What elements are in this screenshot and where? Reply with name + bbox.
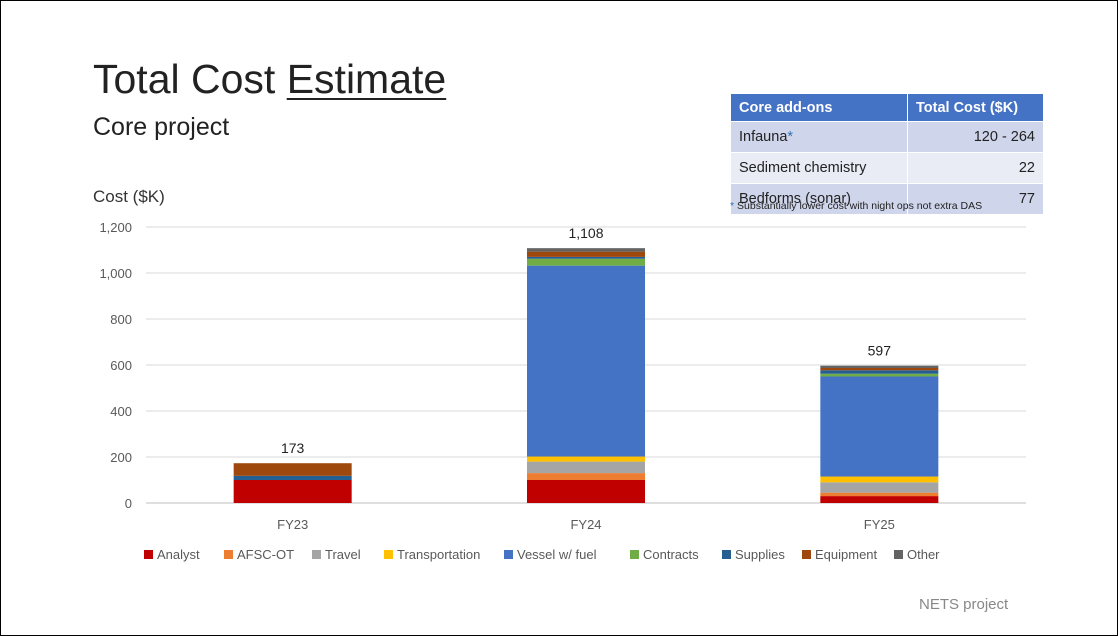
y-tick-label: 800 xyxy=(110,312,132,327)
table-row: Infauna* 120 - 264 xyxy=(730,121,1044,153)
addon-cost: 77 xyxy=(907,183,1044,215)
legend-entry: Supplies xyxy=(735,547,785,562)
y-tick-label: 1,200 xyxy=(99,220,132,235)
bar-segment-equipment xyxy=(820,367,939,371)
legend-swatch xyxy=(894,550,903,559)
bar-segment-analyst xyxy=(820,496,939,503)
legend-entry: AFSC-OT xyxy=(237,547,294,562)
bar-total-label: 173 xyxy=(281,440,305,456)
bar-segment-equipment xyxy=(233,463,352,476)
y-tick-label: 400 xyxy=(110,404,132,419)
bar-segment-other xyxy=(820,365,939,368)
addon-cost: 120 - 264 xyxy=(907,121,1044,153)
addon-name: Sediment chemistry xyxy=(730,152,908,184)
table-row: Bedforms (sonar) 77 xyxy=(730,183,1044,215)
bar-segment-vessel-w-fuel xyxy=(820,376,939,477)
legend-swatch xyxy=(722,550,731,559)
legend-swatch xyxy=(312,550,321,559)
table-footnote: * Substantially lower cost with night op… xyxy=(730,200,982,212)
title-underlined-word: Estimate xyxy=(286,56,447,102)
bar-segment-supplies xyxy=(527,256,645,259)
legend-swatch xyxy=(504,550,513,559)
legend-entry: Travel xyxy=(325,547,361,562)
addon-star: * xyxy=(787,129,794,145)
bar-segment-afsc-ot xyxy=(820,492,939,497)
legend-swatch xyxy=(630,550,639,559)
bar-segment-other xyxy=(527,248,645,252)
x-tick-label: FY25 xyxy=(864,517,895,532)
footnote-text: Substantially lower cost with night ops … xyxy=(737,200,983,212)
y-tick-label: 0 xyxy=(125,496,132,511)
legend-entry: Equipment xyxy=(815,547,878,562)
y-tick-label: 600 xyxy=(110,358,132,373)
legend-swatch xyxy=(802,550,811,559)
legend-entry: Analyst xyxy=(157,547,200,562)
bar-segment-analyst xyxy=(233,480,352,503)
bar-segment-contracts xyxy=(820,373,939,377)
legend-entry: Other xyxy=(907,547,940,562)
y-axis-label: Cost ($K) xyxy=(93,187,165,206)
addon-name-text: Infauna xyxy=(739,129,788,145)
slide-subtitle: Core project xyxy=(93,113,230,141)
table-row: Sediment chemistry 22 xyxy=(730,152,1044,184)
bar-segment-travel xyxy=(820,482,939,493)
bar-segment-transportation xyxy=(820,476,939,483)
addon-name: Bedforms (sonar) xyxy=(730,183,908,215)
legend-swatch xyxy=(384,550,393,559)
core-addons-table: Core add-ons Total Cost ($K) Infauna* 12… xyxy=(730,93,1044,215)
footnote-star: * xyxy=(730,200,735,212)
bar-total-label: 597 xyxy=(868,343,892,359)
legend-swatch xyxy=(144,550,153,559)
addon-cost: 22 xyxy=(907,152,1044,184)
bar-segment-vessel-w-fuel xyxy=(527,265,645,457)
bar-total-label: 1,108 xyxy=(568,225,603,241)
bar-segment-travel xyxy=(527,461,645,474)
addon-name: Infauna* xyxy=(730,121,908,153)
title-prefix: Total Cost xyxy=(93,56,287,102)
y-tick-label: 1,000 xyxy=(99,266,132,281)
bar-segment-contracts xyxy=(527,258,645,266)
addon-name-text: Bedforms (sonar) xyxy=(739,191,852,207)
x-tick-label: FY23 xyxy=(277,517,308,532)
y-tick-label: 200 xyxy=(110,450,132,465)
slide-title: Total Cost Estimate xyxy=(93,59,446,100)
bar-segment-analyst xyxy=(527,480,645,503)
legend-swatch xyxy=(224,550,233,559)
legend-entry: Contracts xyxy=(643,547,699,562)
bar-segment-supplies xyxy=(820,370,939,374)
addon-name-text: Sediment chemistry xyxy=(739,160,867,176)
bar-segment-transportation xyxy=(527,456,645,462)
x-tick-label: FY24 xyxy=(570,517,601,532)
legend-entry: Transportation xyxy=(397,547,480,562)
slide-footer: NETS project xyxy=(919,596,1009,613)
legend-entry: Vessel w/ fuel xyxy=(517,547,597,562)
bar-segment-supplies xyxy=(233,475,352,480)
table-header-row: Core add-ons Total Cost ($K) xyxy=(730,93,1044,122)
bar-segment-equipment xyxy=(527,251,645,257)
bar-segment-afsc-ot xyxy=(527,473,645,480)
